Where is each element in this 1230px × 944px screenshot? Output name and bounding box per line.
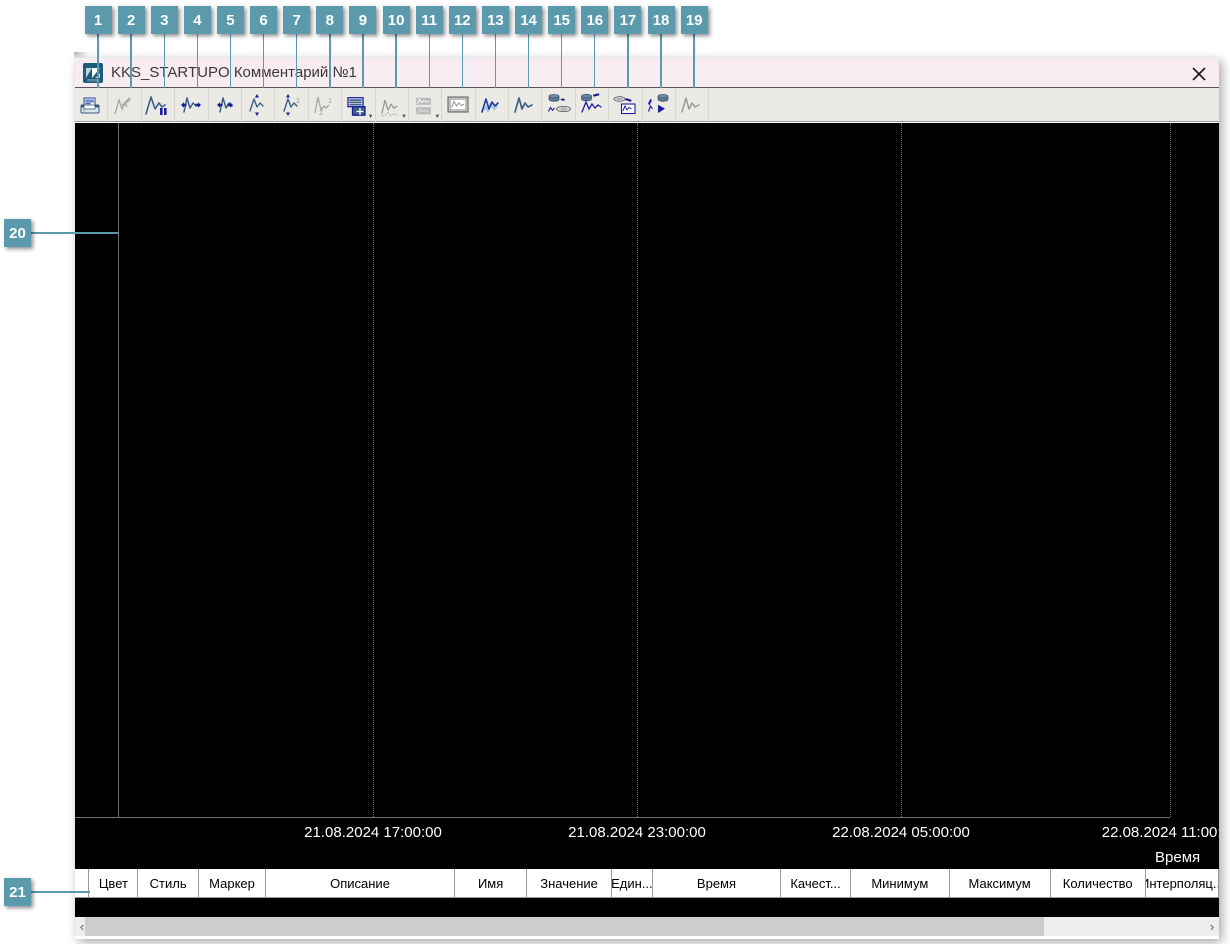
svg-text:1: 1: [296, 98, 300, 105]
svg-text:1: 1: [328, 98, 332, 105]
svg-text:2: 2: [319, 110, 323, 117]
